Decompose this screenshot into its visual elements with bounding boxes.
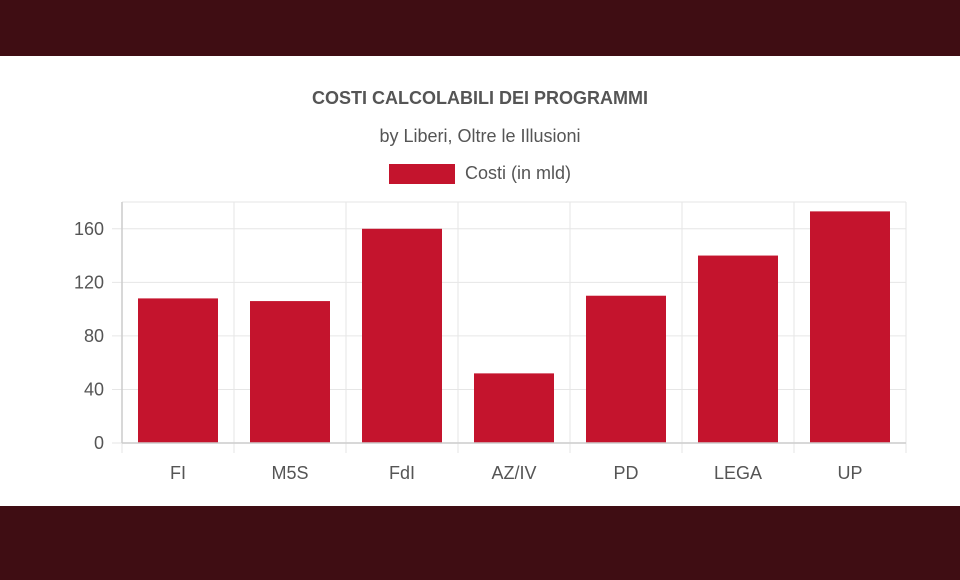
bar-lega <box>698 255 778 443</box>
bar-up <box>810 211 890 443</box>
axes <box>121 202 906 444</box>
chart-legend: Costi (in mld) <box>0 163 960 184</box>
chart-subtitle: by Liberi, Oltre le Illusioni <box>379 126 581 146</box>
bar-fdi <box>362 228 442 443</box>
bar-fi <box>138 298 218 443</box>
x-tick-label: PD <box>613 463 638 483</box>
tick-labels: 0 40 80 120 160 FI M5S FdI AZ/IV PD LEGA UP <box>74 219 863 483</box>
x-tick-label: FdI <box>389 463 415 483</box>
x-tick-label: LEGA <box>714 463 762 483</box>
y-tick-label: 40 <box>84 379 104 399</box>
x-tick-label: M5S <box>271 463 308 483</box>
x-tick-label: FI <box>170 463 186 483</box>
bar-m5s <box>250 301 330 443</box>
legend-swatch <box>388 163 455 184</box>
x-tick-label: UP <box>837 463 862 483</box>
chart-title: COSTI CALCOLABILI DEI PROGRAMMI <box>312 88 648 108</box>
y-tick-label: 0 <box>94 433 104 453</box>
bars <box>138 211 890 443</box>
legend-label: Costi (in mld) <box>464 163 571 183</box>
y-tick-label: 80 <box>84 326 104 346</box>
bar-az-iv <box>474 373 554 443</box>
y-tick-label: 120 <box>74 272 104 292</box>
top-band <box>0 0 960 56</box>
x-tick-label: AZ/IV <box>491 463 536 483</box>
y-tick-label: 160 <box>74 219 104 239</box>
bar-chart: 0 40 80 120 160 FI M5S FdI AZ/IV PD LEGA UP <box>74 201 907 483</box>
bottom-band <box>0 506 960 580</box>
bar-pd <box>586 295 666 443</box>
